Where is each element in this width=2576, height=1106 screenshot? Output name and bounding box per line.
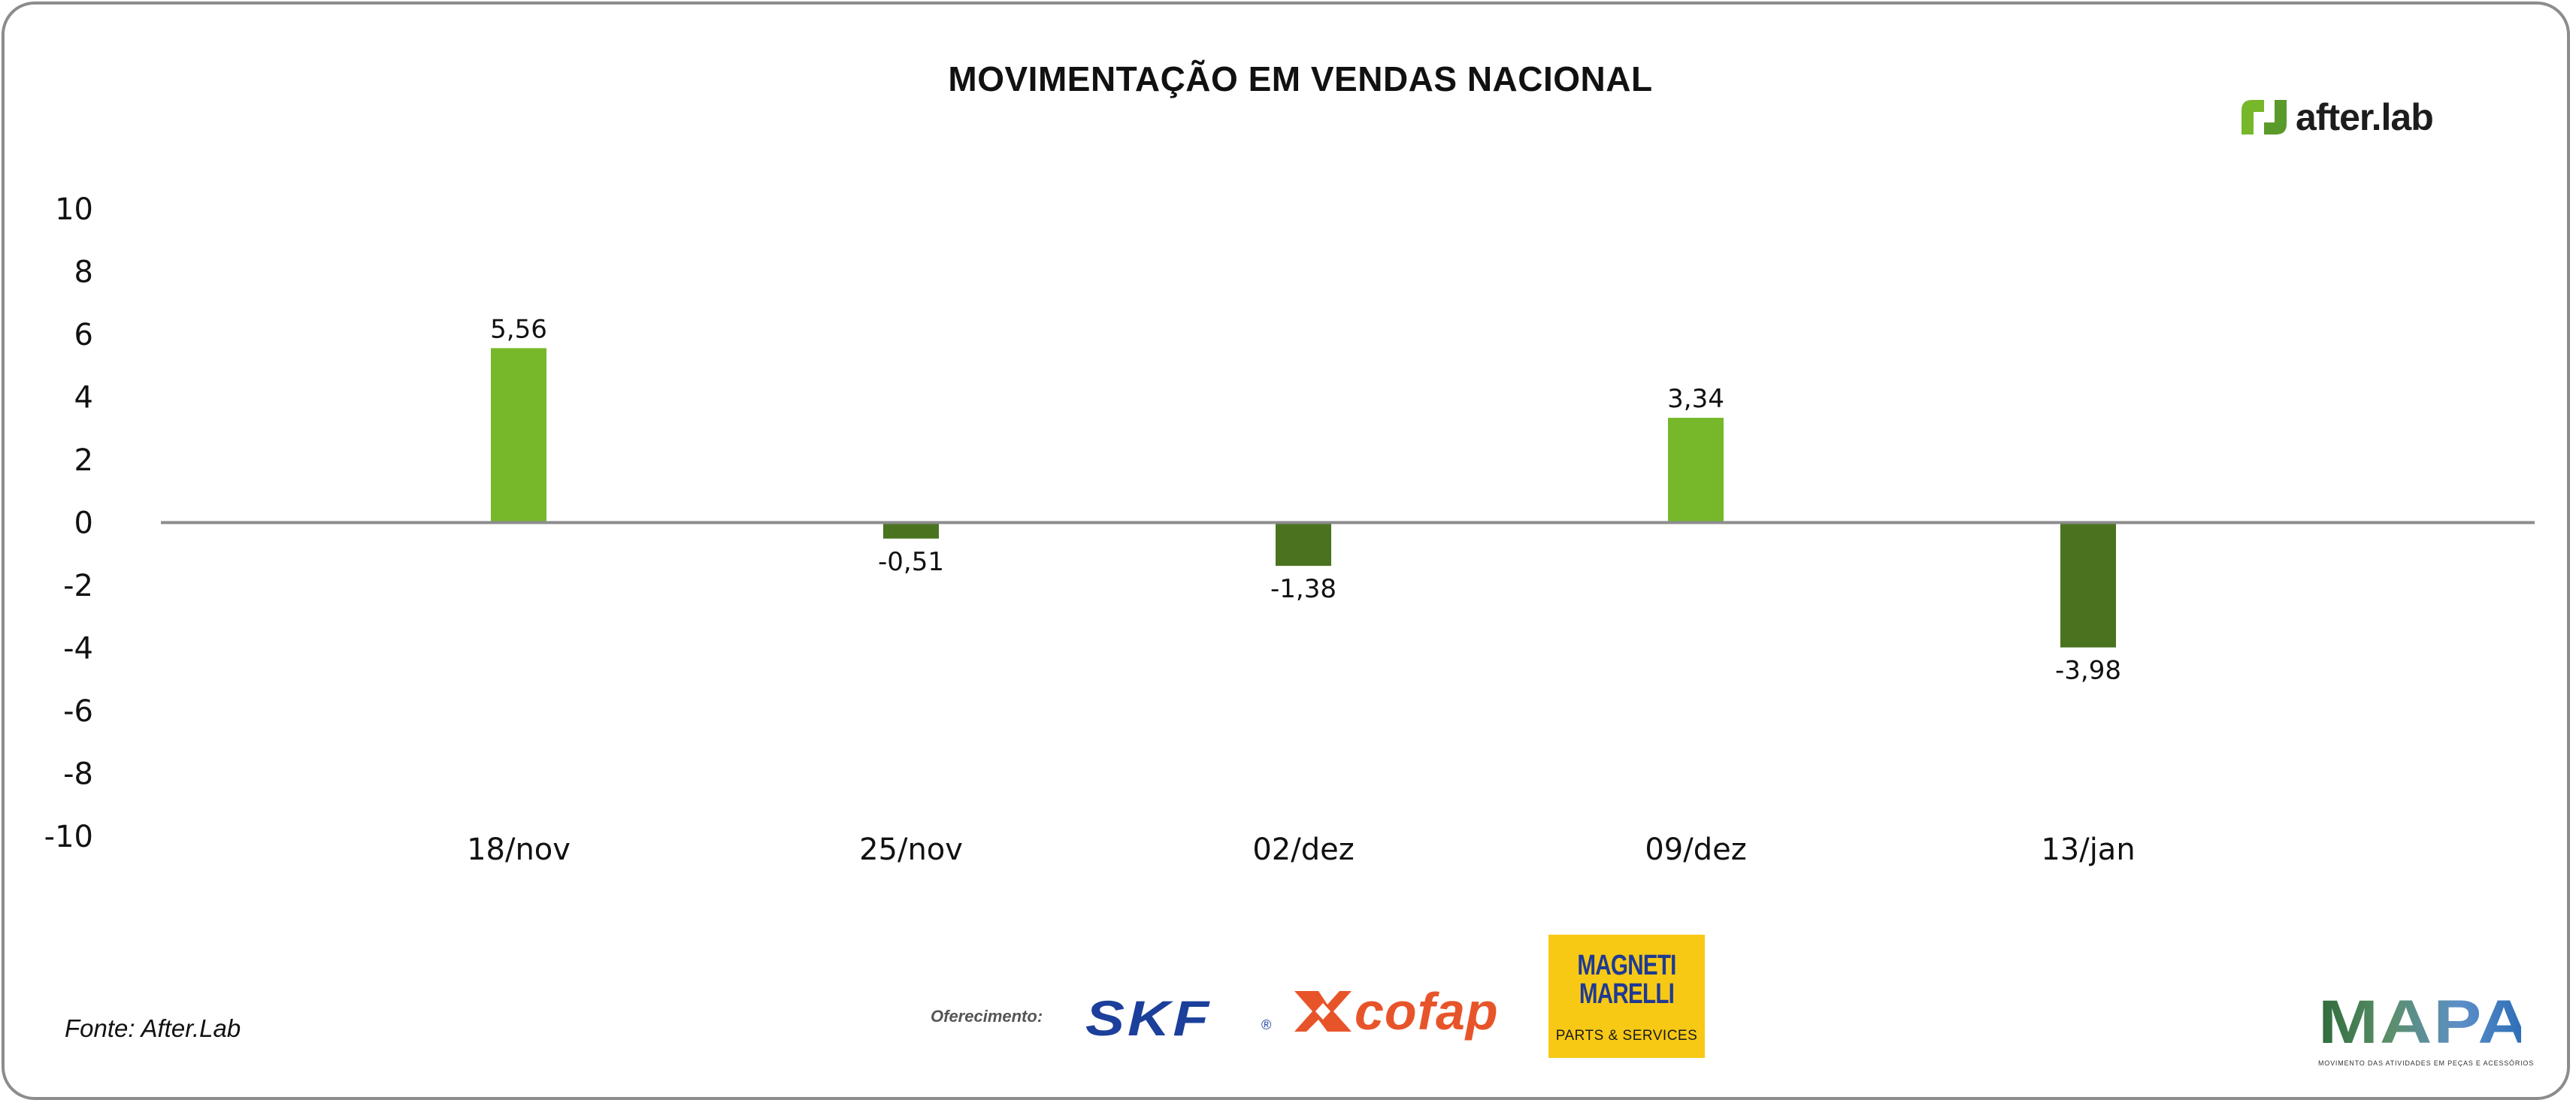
data-label: 5,56 [490,314,547,344]
y-tick-label: 6 [74,318,93,352]
bar [883,522,939,539]
x-tick-label: 09/dez [1645,833,1746,867]
bar [2060,522,2116,648]
afterlab-wordmark: after.lab [2296,96,2434,138]
x-tick-label: 25/nov [859,833,963,867]
y-tick-label: 2 [74,443,93,478]
chart-title: MOVIMENTAÇÃO EM VENDAS NACIONAL [948,59,1653,98]
data-label: 3,34 [1667,384,1724,414]
y-tick-label: -6 [63,694,93,729]
data-label: -0,51 [878,547,944,577]
afterlab-logo: after.lab [2238,93,2434,141]
skf-registered-mark: ® [1261,1017,1272,1032]
sponsor-caption: Oferecimento: [931,1007,1043,1026]
data-label: -1,38 [1270,574,1336,604]
magneti-marelli-logo: MAGNETI MARELLI PARTS & SERVICES [1548,935,1705,1058]
skf-logo: SKF [1085,990,1212,1047]
afterlab-mark-icon [2238,95,2290,139]
magneti-wordmark: MAGNETI [1577,950,1676,981]
y-tick-label: -10 [44,820,93,854]
y-tick-label: 10 [55,192,93,227]
data-label: -3,98 [2055,656,2121,686]
cofap-x-icon [1294,991,1352,1032]
marelli-wordmark: MARELLI [1579,978,1675,1010]
x-tick-label: 13/jan [2041,833,2135,867]
y-tick-label: -8 [63,757,93,792]
mapa-logo: MAPA MOVIMENTO DAS ATIVIDADES EM PEÇAS E… [2318,987,2535,1067]
y-tick-label: -2 [63,569,93,603]
bar [1276,522,1331,567]
cofap-wordmark: cofap [1355,982,1499,1041]
mapa-tagline: MOVIMENTO DAS ATIVIDADES EM PEÇAS E ACES… [2318,1059,2535,1067]
source-note: Fonte: After.Lab [65,1014,241,1042]
x-tick-label: 18/nov [467,833,571,867]
y-tick-label: 8 [74,255,93,290]
x-tick-label: 02/dez [1252,833,1354,867]
y-tick-label: 0 [74,506,93,541]
mapa-wordmark: MAPA [2318,987,2532,1056]
y-tick-label: 4 [74,381,93,416]
cofap-logo: cofap [1293,981,1499,1041]
y-tick-label: -4 [63,632,93,666]
bar [491,348,546,523]
parts-services-label: PARTS & SERVICES [1555,1028,1698,1044]
bar [1668,418,1724,523]
